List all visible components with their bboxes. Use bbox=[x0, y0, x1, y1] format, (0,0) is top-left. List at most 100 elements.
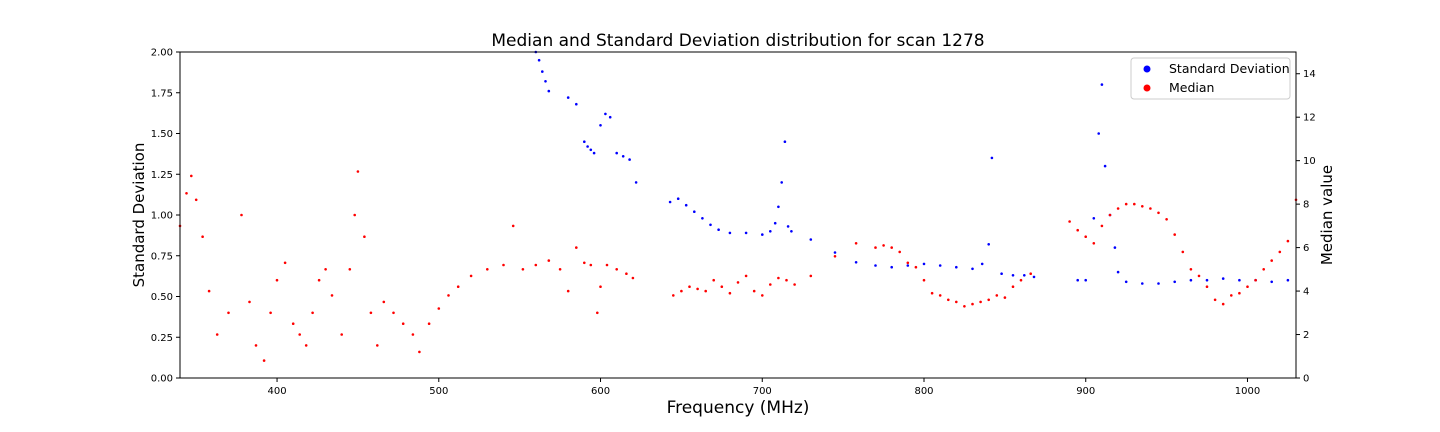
data-point bbox=[1116, 207, 1120, 210]
data-point bbox=[1286, 278, 1290, 282]
data-point bbox=[382, 300, 386, 304]
data-point bbox=[990, 156, 994, 160]
data-point bbox=[1173, 233, 1176, 236]
data-point bbox=[947, 298, 950, 302]
data-point bbox=[890, 246, 893, 249]
legend-label-std: Standard Deviation bbox=[1169, 61, 1290, 76]
data-point bbox=[348, 268, 352, 271]
data-point bbox=[227, 311, 230, 315]
data-point bbox=[971, 267, 974, 271]
data-point bbox=[1124, 202, 1128, 206]
data-point bbox=[621, 155, 625, 158]
data-point bbox=[712, 278, 715, 282]
data-point bbox=[987, 243, 990, 246]
data-point bbox=[1270, 280, 1273, 284]
data-point bbox=[786, 225, 790, 228]
data-point bbox=[728, 291, 732, 295]
data-point bbox=[592, 151, 596, 155]
data-point bbox=[275, 278, 279, 282]
data-point bbox=[773, 221, 777, 225]
data-point bbox=[1076, 278, 1079, 282]
data-point bbox=[1023, 274, 1026, 277]
data-point bbox=[930, 291, 934, 295]
y-axis-label-right: Median value bbox=[1318, 165, 1336, 265]
data-point bbox=[547, 89, 551, 93]
x-tick-label: 700 bbox=[753, 386, 772, 397]
data-point bbox=[668, 200, 672, 204]
data-point bbox=[625, 272, 628, 276]
data-point bbox=[1213, 298, 1217, 302]
data-point bbox=[882, 244, 885, 247]
data-point bbox=[537, 58, 541, 62]
data-point bbox=[980, 262, 984, 266]
data-point bbox=[194, 198, 198, 202]
data-point bbox=[793, 283, 796, 286]
data-point bbox=[291, 322, 295, 326]
data-point bbox=[1141, 205, 1144, 208]
y-tick-label-right: 0 bbox=[1303, 374, 1309, 385]
data-point bbox=[728, 231, 732, 235]
data-point bbox=[1084, 235, 1087, 238]
data-point bbox=[1003, 296, 1007, 299]
legend-marker-median bbox=[1143, 84, 1151, 92]
data-point bbox=[874, 246, 877, 249]
data-point bbox=[1286, 239, 1290, 243]
data-point bbox=[283, 261, 287, 265]
data-point bbox=[1197, 274, 1201, 278]
y-tick-label-right: 2 bbox=[1303, 330, 1309, 341]
data-point bbox=[437, 307, 441, 310]
data-point bbox=[605, 263, 609, 267]
chart-title: Median and Standard Deviation distributi… bbox=[491, 31, 984, 51]
data-point bbox=[955, 300, 958, 304]
data-point bbox=[356, 170, 360, 173]
data-point bbox=[541, 70, 544, 73]
data-point bbox=[369, 311, 373, 315]
y-tick-label-left: 0.25 bbox=[151, 333, 173, 344]
data-point bbox=[363, 235, 366, 238]
data-point bbox=[521, 268, 525, 271]
data-point bbox=[1246, 285, 1249, 289]
data-point bbox=[1019, 278, 1023, 282]
data-point bbox=[906, 264, 910, 267]
y-tick-label-right: 10 bbox=[1303, 156, 1316, 167]
data-point bbox=[769, 230, 772, 233]
x-axis-label: Frequency (MHz) bbox=[667, 398, 810, 418]
data-point bbox=[511, 224, 515, 228]
data-point bbox=[1084, 278, 1087, 282]
data-point bbox=[575, 102, 578, 106]
data-point bbox=[696, 287, 699, 291]
data-point bbox=[736, 281, 740, 284]
data-point bbox=[634, 181, 638, 184]
data-point bbox=[809, 238, 813, 241]
data-point bbox=[709, 223, 712, 227]
data-point bbox=[809, 274, 813, 278]
data-point bbox=[898, 250, 901, 254]
data-point bbox=[566, 96, 570, 99]
data-point bbox=[1238, 291, 1241, 295]
data-point bbox=[447, 294, 450, 297]
data-point bbox=[615, 151, 618, 155]
data-point bbox=[254, 344, 258, 347]
data-point bbox=[676, 197, 680, 200]
data-point bbox=[589, 263, 593, 267]
data-point bbox=[1141, 282, 1144, 285]
legend-label-median: Median bbox=[1169, 80, 1214, 95]
data-point bbox=[938, 294, 942, 297]
data-point bbox=[1000, 272, 1003, 276]
data-point bbox=[392, 311, 395, 315]
data-point bbox=[269, 311, 272, 315]
data-point bbox=[411, 333, 415, 336]
data-point bbox=[427, 322, 431, 326]
data-point bbox=[987, 298, 990, 302]
data-point bbox=[311, 311, 314, 315]
data-point bbox=[1157, 282, 1160, 285]
data-point bbox=[575, 246, 578, 249]
y-tick-label-right: 8 bbox=[1303, 200, 1309, 211]
y-tick-label-left: 1.50 bbox=[151, 129, 173, 140]
data-point bbox=[955, 265, 958, 269]
y-tick-label-right: 4 bbox=[1303, 287, 1309, 298]
data-point bbox=[963, 305, 966, 308]
y-tick-label-left: 0.50 bbox=[151, 292, 173, 303]
data-point bbox=[854, 242, 858, 245]
